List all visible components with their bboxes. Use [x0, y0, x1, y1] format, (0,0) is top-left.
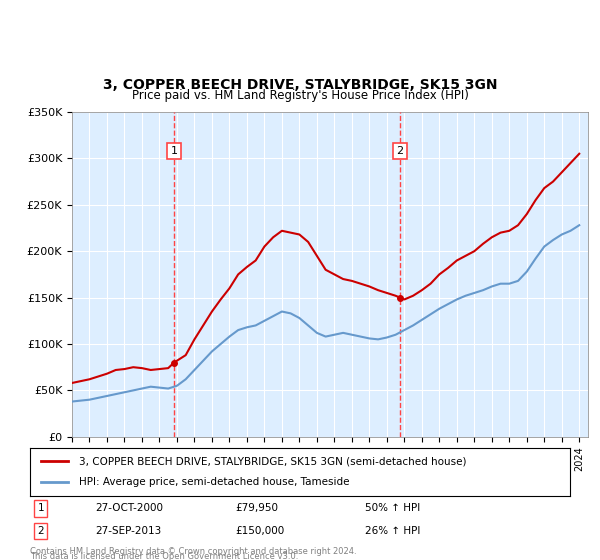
Text: 2: 2	[37, 526, 44, 536]
Text: 3, COPPER BEECH DRIVE, STALYBRIDGE, SK15 3GN: 3, COPPER BEECH DRIVE, STALYBRIDGE, SK15…	[103, 78, 497, 92]
Text: Contains HM Land Registry data © Crown copyright and database right 2024.: Contains HM Land Registry data © Crown c…	[30, 547, 356, 556]
Text: 27-SEP-2013: 27-SEP-2013	[95, 526, 161, 536]
Text: £150,000: £150,000	[235, 526, 284, 536]
Text: £79,950: £79,950	[235, 503, 278, 514]
Text: 3, COPPER BEECH DRIVE, STALYBRIDGE, SK15 3GN (semi-detached house): 3, COPPER BEECH DRIVE, STALYBRIDGE, SK15…	[79, 456, 466, 466]
Text: 50% ↑ HPI: 50% ↑ HPI	[365, 503, 420, 514]
Text: 27-OCT-2000: 27-OCT-2000	[95, 503, 163, 514]
Text: 1: 1	[37, 503, 44, 514]
Text: 26% ↑ HPI: 26% ↑ HPI	[365, 526, 420, 536]
Text: 1: 1	[170, 146, 178, 156]
Text: Price paid vs. HM Land Registry's House Price Index (HPI): Price paid vs. HM Land Registry's House …	[131, 89, 469, 102]
Text: This data is licensed under the Open Government Licence v3.0.: This data is licensed under the Open Gov…	[30, 552, 298, 560]
Text: 2: 2	[397, 146, 404, 156]
Text: HPI: Average price, semi-detached house, Tameside: HPI: Average price, semi-detached house,…	[79, 477, 349, 487]
